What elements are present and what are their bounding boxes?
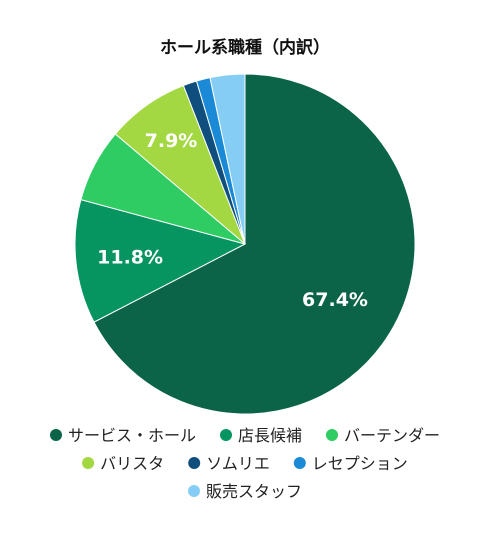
legend-swatch-3 [326, 429, 338, 441]
legend-swatch-4 [82, 457, 95, 469]
legend-label-5: ソムリエ [206, 454, 270, 473]
legend-swatch-7 [188, 485, 200, 497]
legend-label-7: 販売スタッフ [206, 482, 302, 501]
pie-slice-1 [93, 73, 416, 415]
legend-label-1: サービス・ホール [68, 426, 196, 445]
pie-slices [74, 73, 416, 415]
legend-swatch-5 [188, 457, 201, 469]
legend-label-6: レセプション [312, 454, 408, 473]
legend-label-2: 店長候補 [238, 426, 302, 445]
legend-label-3: バーテンダー [344, 426, 440, 445]
legend-swatch-1 [50, 429, 62, 441]
slice-labels: 67.4% 11.8% 7.9% [97, 130, 368, 311]
slice-data-label-2: 11.8% [97, 246, 163, 268]
slice-data-label-4: 7.9% [145, 130, 198, 152]
legend-label-4: バリスタ [100, 454, 164, 473]
slice-data-label-1: 67.4% [302, 289, 368, 311]
pie-slice-2 [74, 199, 247, 323]
legend-swatch-2 [220, 429, 232, 441]
legend-swatch-6 [293, 457, 306, 469]
pie-slice-7 [209, 73, 246, 245]
chart-title: ホール系職種（内訳） [160, 37, 330, 58]
